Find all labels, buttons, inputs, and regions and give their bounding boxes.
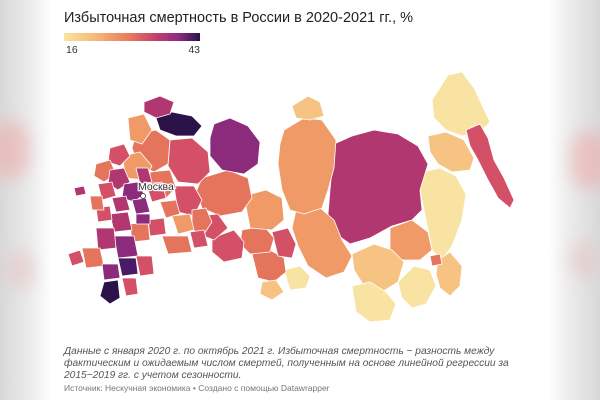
region-orenburg[interactable] [161, 235, 193, 255]
region-novosibirsk[interactable] [239, 225, 275, 255]
region-primorye[interactable] [435, 251, 463, 297]
moscow-marker[interactable] [140, 193, 146, 199]
region-nizhny[interactable] [145, 181, 167, 203]
region-caucasus[interactable] [99, 279, 121, 305]
region-bashkortostan[interactable] [171, 213, 195, 235]
region-crimea[interactable] [67, 249, 85, 267]
region-altai-rep[interactable] [259, 279, 285, 301]
region-tuva[interactable] [283, 265, 311, 291]
region-omsk[interactable] [211, 229, 245, 263]
region-moscow[interactable] [121, 181, 145, 203]
source-note: Источник: Нескучная экономика • Создано … [64, 383, 330, 393]
region-bryansk[interactable] [89, 195, 105, 211]
region-magadan[interactable] [427, 131, 475, 173]
region-penza[interactable] [135, 213, 151, 225]
region-astrakhan[interactable] [135, 255, 155, 277]
region-yamal[interactable] [209, 117, 261, 175]
region-tomsk[interactable] [243, 189, 285, 231]
moscow-city-label: Москва [138, 181, 174, 193]
region-rostov[interactable] [95, 227, 117, 251]
region-kaliningrad[interactable] [73, 185, 87, 197]
region-nenets[interactable] [155, 111, 203, 137]
region-kalmykia[interactable] [117, 257, 139, 277]
region-amur-south[interactable] [397, 265, 437, 309]
left-blurred-margin [0, 0, 52, 400]
color-legend: 16 43 [64, 33, 200, 56]
region-khabarovsk[interactable] [419, 167, 467, 261]
region-buryatia[interactable] [351, 281, 397, 323]
region-stavropol[interactable] [101, 263, 121, 281]
region-krasnoyarsk[interactable] [277, 117, 337, 215]
region-kemerovo[interactable] [271, 227, 297, 259]
region-tatarstan[interactable] [159, 199, 181, 219]
legend-min-label: 16 [66, 44, 78, 56]
region-kaluga[interactable] [111, 195, 131, 213]
region-ryazan[interactable] [131, 197, 151, 215]
region-taimyr[interactable] [291, 95, 325, 121]
region-dagestan[interactable] [121, 277, 139, 297]
region-chelyabinsk[interactable] [189, 229, 209, 249]
region-chukotka[interactable] [431, 71, 491, 137]
region-volgograd[interactable] [113, 235, 139, 259]
region-irkutsk[interactable] [291, 205, 353, 279]
russia-choropleth-map: Москва [67, 71, 515, 323]
region-samara[interactable] [147, 217, 167, 237]
region-kamchatka[interactable] [465, 123, 515, 209]
region-leningrad[interactable] [107, 143, 131, 167]
region-smolensk[interactable] [97, 181, 117, 201]
region-yaroslavl[interactable] [135, 167, 153, 185]
legend-max-label: 43 [188, 44, 200, 56]
legend-gradient-bar [64, 33, 200, 41]
region-krasnodar[interactable] [81, 247, 105, 269]
region-karelia[interactable] [127, 113, 153, 145]
region-murmansk[interactable] [143, 95, 175, 119]
region-voronezh[interactable] [109, 211, 133, 233]
right-blurred-margin [548, 0, 600, 400]
map-caption: Данные с января 2020 г. по октябрь 2021 … [64, 346, 509, 381]
region-yakutia[interactable] [327, 129, 429, 245]
map-title: Избыточная смертность в России в 2020-20… [64, 10, 414, 26]
region-eao[interactable] [429, 253, 443, 267]
region-komi[interactable] [167, 137, 211, 185]
map-card: Избыточная смертность в России в 2020-20… [52, 0, 548, 400]
